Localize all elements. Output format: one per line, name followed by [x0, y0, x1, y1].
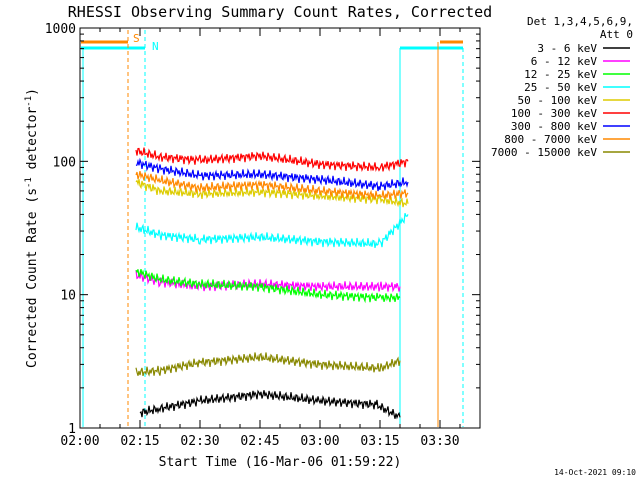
series-line-3-6-kev	[139, 389, 401, 420]
y-axis-label-mid: detector	[25, 107, 40, 178]
x-tick-label: 02:00	[60, 434, 99, 449]
observing-flags	[81, 30, 464, 427]
y-axis-label-sup2: -1	[24, 96, 34, 107]
axes: 02:00 02:15 02:30 02:45 03:00 03:15 03:30 1 10 10…	[45, 22, 480, 449]
y-tick-label: 100	[53, 155, 76, 170]
y-axis-label-main: Corrected Count Rate (s	[25, 188, 40, 368]
x-tick-label: 03:15	[360, 434, 399, 449]
series-line-100-300-kev	[135, 147, 409, 173]
x-axis-label: Start Time (16-Mar-06 01:59:22)	[159, 455, 402, 470]
legend-label: 50 - 100 keV	[518, 94, 598, 107]
series-lines	[135, 147, 409, 420]
series-line-12-25-kev	[135, 268, 401, 304]
legend-header-line1: Det 1,3,4,5,6,9,	[527, 15, 633, 28]
x-tick-label: 03:30	[420, 434, 459, 449]
series-line-7000-15000-kev	[135, 352, 401, 377]
legend-label: 100 - 300 keV	[511, 107, 597, 120]
chart-title: RHESSI Observing Summary Count Rates, Co…	[68, 3, 492, 21]
legend-label: 800 - 7000 keV	[504, 133, 597, 146]
x-tick-label: 03:00	[300, 434, 339, 449]
legend-label: 7000 - 15000 keV	[491, 146, 597, 159]
footer-timestamp: 14-Oct-2021 09:10	[554, 468, 636, 477]
y-axis-label-sup1: -1	[24, 177, 34, 188]
y-tick-label: 1000	[45, 22, 76, 37]
series-line-50-100-kev	[135, 179, 409, 208]
legend-label: 6 - 12 keV	[531, 55, 598, 68]
annotation-n: N	[152, 40, 159, 53]
y-tick-label: 1	[68, 422, 76, 437]
series-line-25-50-kev	[135, 213, 409, 249]
annotation-s: S	[133, 32, 140, 45]
y-axis-label-end: )	[25, 88, 40, 96]
x-tick-label: 02:15	[120, 434, 159, 449]
legend-label: 25 - 50 keV	[524, 81, 597, 94]
x-tick-label: 02:30	[180, 434, 219, 449]
legend-header-line2: Att 0	[600, 28, 633, 41]
series-line-300-800-kev	[135, 157, 409, 192]
series-line-800-7000-kev	[135, 170, 409, 201]
y-axis-label: Corrected Count Rate (s-1 detector-1)	[24, 88, 40, 368]
legend-label: 3 - 6 keV	[537, 42, 597, 55]
x-tick-label: 02:45	[240, 434, 279, 449]
legend-label: 300 - 800 keV	[511, 120, 597, 133]
y-tick-label: 10	[60, 289, 76, 304]
legend-label: 12 - 25 keV	[524, 68, 597, 81]
